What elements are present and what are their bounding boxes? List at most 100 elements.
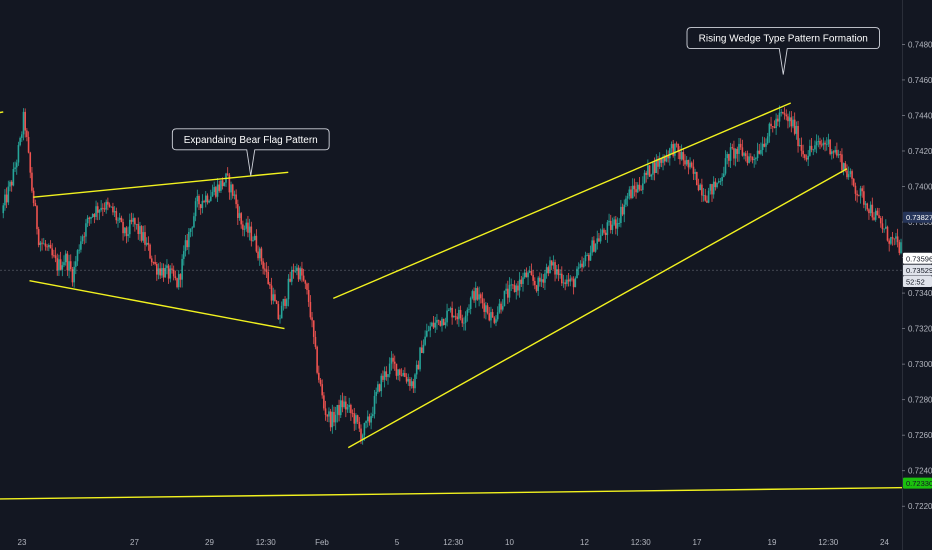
candle bbox=[847, 166, 850, 180]
candle bbox=[510, 278, 512, 292]
candle bbox=[456, 313, 458, 325]
candle bbox=[311, 312, 313, 328]
candle bbox=[802, 144, 804, 159]
candle bbox=[792, 116, 794, 129]
candle bbox=[817, 135, 820, 148]
annotation-callout[interactable]: Expandaing Bear Flag Pattern bbox=[171, 128, 330, 176]
candle bbox=[442, 318, 445, 326]
candle bbox=[329, 408, 332, 432]
candle bbox=[569, 275, 572, 287]
candle bbox=[890, 236, 892, 246]
candle bbox=[658, 152, 661, 170]
candle bbox=[724, 150, 727, 176]
candle bbox=[454, 308, 457, 321]
candle bbox=[24, 108, 26, 138]
candle bbox=[157, 263, 160, 280]
candle bbox=[648, 164, 651, 178]
candle bbox=[790, 111, 793, 133]
trendline-left-edge-line[interactable] bbox=[0, 111, 4, 116]
candle bbox=[299, 266, 302, 281]
candle bbox=[15, 159, 18, 175]
candle bbox=[117, 217, 119, 228]
candle bbox=[505, 283, 507, 295]
candle bbox=[685, 156, 688, 167]
candle bbox=[503, 290, 506, 307]
candle bbox=[797, 120, 799, 153]
candle bbox=[48, 243, 50, 252]
candle bbox=[343, 395, 345, 409]
candle bbox=[798, 138, 801, 147]
candle bbox=[586, 252, 588, 257]
candle bbox=[485, 301, 487, 320]
candle bbox=[172, 265, 175, 281]
candle bbox=[142, 225, 145, 243]
candle bbox=[836, 142, 838, 158]
candle bbox=[888, 238, 890, 252]
candle bbox=[196, 189, 199, 208]
candle bbox=[404, 367, 406, 378]
candle bbox=[220, 180, 222, 194]
trendline-bear-flag-upper[interactable] bbox=[33, 171, 289, 198]
x-tick-label: 23 bbox=[18, 538, 27, 547]
annotation-callout[interactable]: Rising Wedge Type Pattern Formation bbox=[686, 27, 880, 75]
candle bbox=[876, 207, 879, 216]
candle bbox=[85, 219, 87, 244]
candle bbox=[10, 180, 13, 192]
candle bbox=[27, 131, 30, 154]
candle bbox=[684, 154, 686, 170]
time-axis[interactable]: 23 27 29 12:30 Feb 5 12:30 10 12 12:30 17 19 12:30 24… bbox=[0, 536, 932, 550]
candle bbox=[507, 280, 509, 304]
candle bbox=[815, 134, 818, 154]
trendline-bear-flag-lower[interactable] bbox=[29, 279, 285, 330]
candle bbox=[279, 314, 281, 324]
candle bbox=[851, 169, 853, 186]
candle bbox=[198, 194, 200, 211]
x-tick-label: 29 bbox=[205, 538, 214, 547]
candle bbox=[520, 275, 523, 287]
candle bbox=[716, 182, 718, 189]
candle bbox=[130, 212, 133, 225]
candle bbox=[34, 199, 37, 207]
candle bbox=[761, 136, 764, 156]
candle bbox=[405, 373, 408, 384]
candle bbox=[56, 253, 59, 276]
candle bbox=[525, 267, 528, 278]
candle bbox=[179, 273, 182, 288]
trendline-wedge-lower[interactable] bbox=[347, 168, 848, 449]
candle bbox=[203, 199, 205, 203]
candle bbox=[100, 200, 102, 212]
candle bbox=[473, 287, 475, 303]
candle bbox=[831, 149, 833, 160]
candle bbox=[191, 226, 194, 237]
candle bbox=[86, 215, 89, 228]
candle bbox=[230, 181, 232, 201]
trendline-wedge-upper[interactable] bbox=[332, 102, 792, 300]
annotations-layer: Expandaing Bear Flag Pattern Rising Wedge… bbox=[171, 27, 880, 176]
candle bbox=[667, 150, 669, 163]
candle bbox=[44, 239, 47, 251]
trendline-horizontal-support[interactable] bbox=[0, 483, 932, 500]
candle bbox=[338, 399, 340, 422]
candle bbox=[778, 105, 781, 128]
candle bbox=[336, 404, 339, 423]
candle bbox=[856, 190, 858, 203]
candle bbox=[37, 226, 40, 248]
candle bbox=[471, 289, 474, 300]
candle bbox=[736, 146, 739, 162]
candle bbox=[412, 378, 415, 393]
candle bbox=[309, 295, 312, 320]
candle bbox=[284, 296, 286, 309]
candle bbox=[334, 406, 337, 431]
candle bbox=[22, 108, 25, 141]
candle bbox=[61, 261, 64, 277]
candle bbox=[839, 151, 842, 163]
candle bbox=[885, 219, 887, 230]
candle bbox=[96, 202, 99, 221]
candle bbox=[861, 185, 863, 198]
candle bbox=[441, 317, 443, 332]
